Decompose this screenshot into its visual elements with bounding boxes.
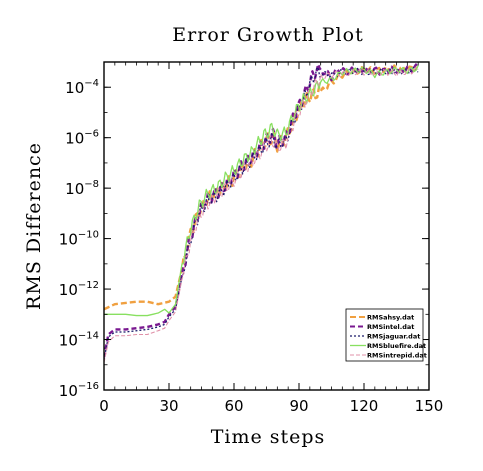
legend-label-2: RMSjaguar.dat — [367, 332, 420, 340]
y-tick-label-2: 10−12 — [59, 280, 99, 299]
y-tick-label-6: 10−4 — [65, 78, 99, 97]
legend-box — [345, 308, 424, 362]
y-tick-label-3: 10−10 — [59, 230, 99, 249]
x-tick-label-3: 90 — [289, 397, 308, 415]
x-tick-label-4: 120 — [350, 397, 379, 415]
chart-title: Error Growth Plot — [172, 24, 363, 46]
legend-label-3: RMSbluefire.dat — [367, 342, 426, 350]
y-tick-label-1: 10−14 — [59, 331, 99, 350]
series-line-2 — [104, 66, 419, 360]
legend-label-4: RMSintrepid.dat — [367, 351, 427, 359]
series-line-0 — [104, 63, 420, 311]
x-tick-label-2: 60 — [224, 397, 243, 415]
series-line-1 — [104, 63, 420, 358]
legend-label-1: RMSintel.dat — [367, 323, 414, 331]
y-axis-label: RMS Difference — [23, 142, 45, 310]
y-tick-label-4: 10−8 — [65, 179, 99, 198]
x-axis-label: Time steps — [211, 426, 326, 448]
legend-label-0: RMSahsy.dat — [367, 313, 414, 321]
x-tick-label-0: 0 — [99, 397, 109, 415]
plot-area: 0 30 60 90 120 150 10−16 10−14 10−12 10−10 10−8 10−… — [59, 61, 444, 415]
x-tick-label-5: 150 — [415, 397, 444, 415]
y-tick-label-5: 10−6 — [65, 129, 99, 148]
series-line-3 — [104, 65, 419, 317]
x-tick-label-1: 30 — [159, 397, 178, 415]
y-tick-label-0: 10−16 — [59, 381, 99, 400]
series-line-4 — [104, 66, 419, 363]
